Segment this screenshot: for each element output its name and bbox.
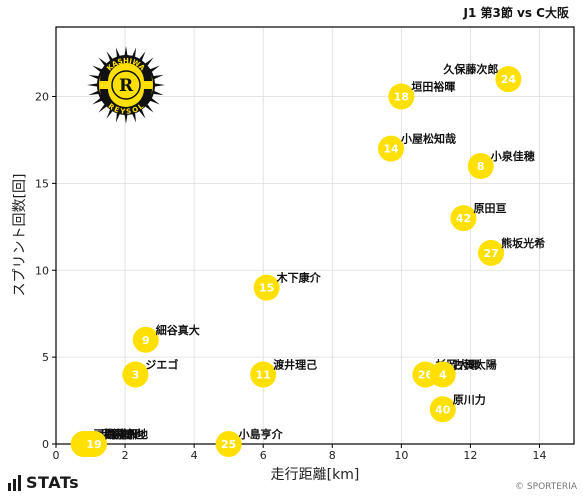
point-marker [495,66,522,93]
y-axis-title: スプリント回数[回] [12,174,28,297]
x-tick-label: 6 [260,449,267,462]
point-marker [478,239,505,266]
point-marker [450,205,477,232]
point-number-label: 26 [418,369,434,382]
crest-ray [88,74,101,80]
point-marker [467,153,494,179]
point-marker [80,431,107,457]
point-marker [132,326,159,353]
crest-ray [88,90,101,96]
crest-letter: R [119,76,134,96]
point-name-label: 犬飼智也 [101,427,145,441]
crest-ray [151,90,164,96]
point-name-label: 小島亨介 [238,427,284,441]
point-name-label: 小屋松知哉 [400,132,456,146]
point-number-label: 15 [259,282,274,295]
point-name-label: 熊坂光希 [501,236,545,250]
point-marker [429,361,456,388]
x-tick-label: 10 [394,449,408,462]
point-number-label: 42 [456,212,471,225]
tick-layer: 0 2 4 6 8 10 12 14 0 5 10 15 20 [35,91,546,463]
point-name-label: 細谷真大 [156,323,200,337]
x-axis-title: 走行距離[km] [271,466,360,483]
point-name-label: 久保藤次郎 [443,62,498,76]
stats-brand-text: STATs [26,473,80,492]
point-name-label: 古賀太陽 [453,358,497,372]
plot-frame [55,26,575,445]
point-marker [429,396,456,423]
kashiwa-reysol-crest-icon: KASHIWA REYSOL R [87,46,165,124]
point-number-label: 27 [483,247,498,260]
data-point: 9 細谷真大 [132,323,200,353]
crest-ray [151,74,164,80]
point-number-label: 24 [501,73,517,86]
point-number-label: 8 [477,160,485,173]
point-marker [388,83,415,110]
point-marker [377,135,404,162]
y-tick-label: 20 [35,91,49,104]
stats-brand: STATs [8,473,79,492]
point-number-label: 18 [394,91,409,104]
data-point: 8 小泉佳穂 [467,149,535,179]
point-name-label: 小泉佳穂 [490,149,535,163]
crest-ray [152,83,165,87]
point-number-label: 40 [435,403,451,416]
point-number-label: 3 [132,369,140,382]
copyright-credit: © SPORTERIA [515,482,577,492]
point-marker [250,361,277,388]
point-number-label: 9 [142,334,150,347]
point-marker [253,274,280,301]
x-tick-label: 14 [532,449,546,462]
y-tick-label: 10 [35,264,49,277]
crest-ray [87,83,100,87]
point-name-label: 原田亘 [473,202,506,215]
point-number-label: 14 [383,143,399,156]
y-tick-label: 0 [42,438,49,451]
point-name-label: 渡井理己 [273,358,317,372]
match-title: J1 第3節 vs C大阪 [463,6,569,20]
point-number-label: 25 [221,438,236,451]
point-number-label: 11 [256,369,271,382]
x-tick-label: 8 [329,449,336,462]
x-tick-label: 12 [463,449,477,462]
point-name-label: 木下康介 [276,271,322,285]
point-name-label: ジエゴ [145,358,178,372]
point-name-label: 白井永地 [104,427,148,441]
point-number-label: 4 [439,369,447,382]
point-marker [122,361,149,388]
stats-bars-icon [8,474,21,491]
point-name-label: 原川力 [453,392,486,406]
point-name-label: 手塚康平 [97,427,141,441]
data-point: 4 古賀太陽 [429,358,497,388]
point-number-label: 19 [86,438,101,451]
data-point: 3 ジエゴ [122,358,178,388]
x-tick-label: 2 [122,449,129,462]
y-tick-label: 15 [35,177,49,190]
point-name-label: 垣田裕暉 [411,80,455,94]
x-tick-label: 4 [191,449,198,462]
x-tick-label: 0 [53,449,60,462]
points-layer: 24久保藤次郎18垣田裕暉14小屋松知哉8小泉佳穂42原田亘27熊坂光希15木下… [70,62,545,457]
y-tick-label: 5 [42,351,49,364]
point-marker [215,431,242,457]
